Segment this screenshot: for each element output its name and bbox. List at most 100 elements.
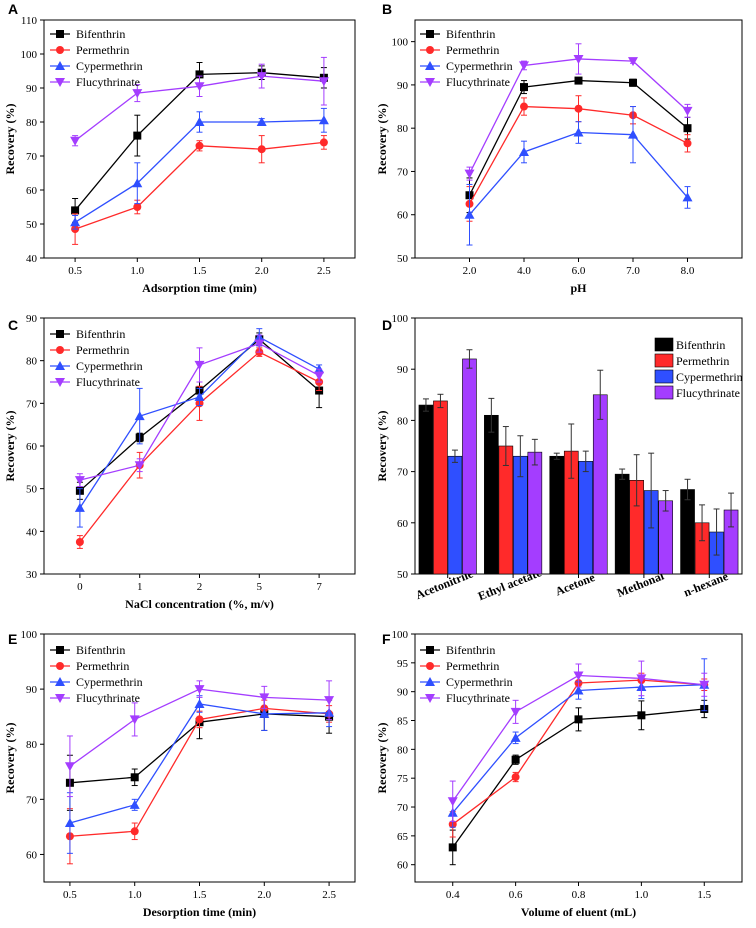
- point-flucythrinate: [318, 77, 329, 87]
- x-tick-label: 4.0: [517, 265, 531, 277]
- point-flucythrinate: [464, 169, 475, 179]
- legend-label-flucythrinate: Flucythrinate: [446, 691, 510, 705]
- point-cypermethrin: [318, 115, 329, 125]
- y-tick-label: 70: [397, 467, 409, 479]
- legend-marker-cypermethrin: [55, 361, 65, 370]
- legend-marker-permethrin: [426, 46, 434, 54]
- point-bifenthrin: [130, 773, 139, 782]
- legend-label-permethrin: Permethrin: [76, 659, 129, 673]
- y-tick-label: 70: [397, 166, 409, 178]
- bar-cypermethrin-acetone: [578, 461, 594, 575]
- legend-marker-bifenthrin: [56, 330, 64, 338]
- point-flucythrinate: [324, 696, 335, 706]
- legend-label-flucythrinate: Flucythrinate: [76, 375, 140, 389]
- y-tick-label: 40: [26, 526, 38, 538]
- point-flucythrinate: [70, 136, 81, 146]
- x-axis-label: pH: [570, 281, 587, 295]
- panel-f: F 60 65 70 75 80 85 90 95 100 Recovery (%) 0.4 0.6 0.…: [375, 629, 743, 919]
- legend-marker-permethrin: [56, 346, 64, 354]
- y-tick-label: 60: [26, 441, 38, 453]
- legend-label-cypermethrin: Cypermethrin: [446, 59, 513, 73]
- point-cypermethrin: [74, 502, 85, 512]
- point-flucythrinate: [259, 693, 270, 703]
- legend-marker-flucythrinate: [425, 78, 435, 87]
- point-flucythrinate: [510, 707, 521, 717]
- y-tick-label: 60: [397, 860, 409, 872]
- x-tick-label: 0.5: [68, 265, 82, 277]
- legend-label-permethrin: Permethrin: [76, 43, 129, 57]
- bar-flucythrinate-ethyl-acetate: [527, 451, 543, 575]
- point-flucythrinate: [628, 57, 638, 67]
- legend-swatch-cypermethrin: [654, 369, 674, 384]
- y-tick-label: 40: [26, 253, 38, 265]
- y-tick-label: 90: [26, 83, 38, 95]
- bar-bifenthrin-ethyl-acetate: [484, 414, 499, 575]
- point-cypermethrin: [510, 732, 521, 742]
- legend-swatch-bifenthrin: [654, 337, 674, 352]
- x-axis-label: Volume of eluent (mL): [521, 905, 636, 919]
- legend-label-flucythrinate: Flucythrinate: [446, 75, 510, 89]
- point-flucythrinate: [699, 680, 710, 690]
- legend-marker-bifenthrin: [56, 646, 64, 654]
- y-tick-label: 50: [397, 569, 409, 581]
- point-bifenthrin: [520, 83, 528, 92]
- legend-marker-bifenthrin: [56, 30, 64, 38]
- y-tick-label: 95: [397, 658, 409, 670]
- bar-bifenthrin-n-hexane: [680, 489, 695, 575]
- point-cypermethrin: [64, 818, 75, 828]
- bar-flucythrinate-methonal: [658, 500, 673, 575]
- point-flucythrinate: [134, 461, 145, 471]
- point-flucythrinate: [682, 106, 693, 116]
- y-tick-label: 90: [397, 687, 409, 699]
- point-permethrin: [257, 145, 266, 154]
- y-tick-label: 100: [392, 37, 409, 49]
- point-bifenthrin: [71, 206, 80, 215]
- point-permethrin: [683, 139, 692, 148]
- point-flucythrinate: [194, 360, 205, 370]
- bar-cypermethrin-acetonitrile: [447, 455, 463, 575]
- legend-label-bifenthrin: Bifenthrin: [446, 27, 495, 41]
- point-cypermethrin: [573, 127, 584, 137]
- legend-marker-cypermethrin: [55, 61, 65, 70]
- point-cypermethrin: [573, 685, 584, 695]
- y-axis-label: Recovery (%): [375, 723, 389, 794]
- x-tick-label: 1: [137, 581, 143, 593]
- point-bifenthrin: [637, 711, 646, 720]
- y-tick-label: 75: [397, 773, 409, 785]
- y-tick-label: 90: [397, 364, 409, 376]
- legend-marker-permethrin: [56, 46, 64, 54]
- x-axis-label: NaCl concentration (%, m/v): [125, 597, 274, 611]
- y-tick-label: 80: [26, 117, 38, 129]
- series-line-permethrin: [74, 141, 324, 230]
- x-tick-label: 2.5: [317, 265, 331, 277]
- x-tick-label: 2.0: [257, 889, 271, 901]
- y-tick-label: 60: [26, 849, 38, 861]
- panel-b: B 50 60 70 80 90 100 Recovery (%) 2.0 4.0 6.0 7.0 8.…: [375, 1, 743, 295]
- point-cypermethrin: [519, 146, 529, 156]
- x-tick-label: 6.0: [572, 265, 586, 277]
- point-flucythrinate: [194, 685, 205, 695]
- x-tick-label: 1.5: [193, 889, 207, 901]
- point-flucythrinate: [64, 762, 75, 772]
- y-tick-label: 60: [397, 210, 409, 222]
- legend-marker-cypermethrin: [55, 677, 65, 686]
- panel-label: B: [382, 1, 392, 17]
- x-tick-label: 1.0: [128, 889, 142, 901]
- panel-label: A: [8, 1, 18, 17]
- y-tick-label: 85: [397, 716, 409, 728]
- point-permethrin: [319, 138, 328, 147]
- point-permethrin: [520, 102, 528, 111]
- legend-label-cypermethrin: Cypermethrin: [676, 370, 743, 384]
- legend-marker-cypermethrin: [425, 677, 435, 686]
- point-bifenthrin: [195, 70, 204, 79]
- legend-label-flucythrinate: Flucythrinate: [676, 386, 740, 400]
- legend-marker-flucythrinate: [425, 694, 435, 703]
- y-tick-label: 60: [26, 185, 38, 197]
- y-tick-label: 70: [397, 802, 409, 814]
- legend-label-flucythrinate: Flucythrinate: [76, 691, 140, 705]
- bar-permethrin-acetonitrile: [433, 400, 448, 575]
- x-tick-label: 1.0: [635, 889, 649, 901]
- point-bifenthrin: [683, 124, 692, 133]
- x-tick-label: 2.5: [322, 889, 336, 901]
